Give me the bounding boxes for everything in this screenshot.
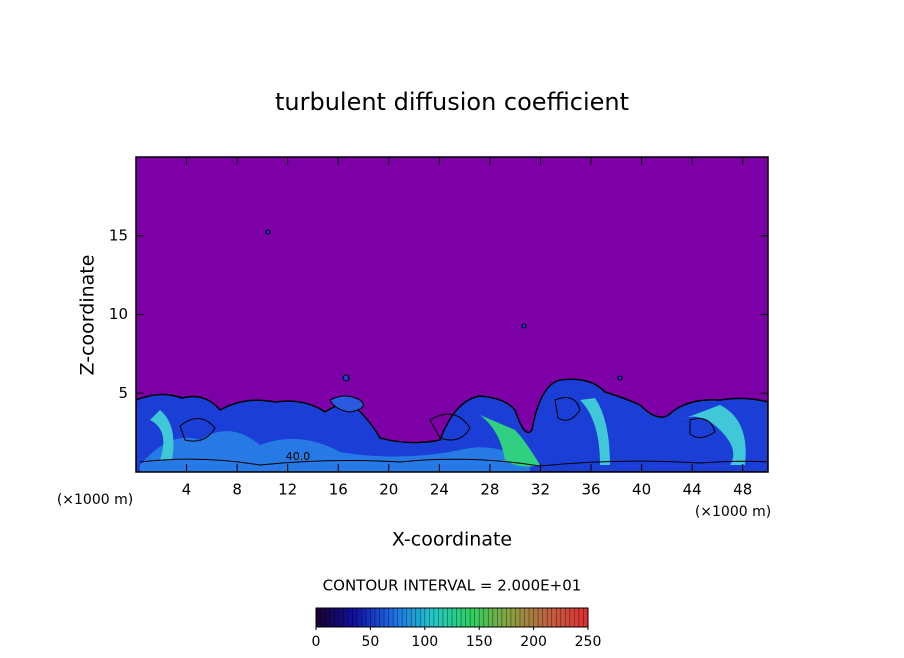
x-tick-label: 48 [733, 481, 752, 499]
turbulence-layer: 40.0 [136, 229, 768, 472]
y-axis-label: Z-coordinate [77, 255, 99, 376]
x-axis-label: X-coordinate [392, 529, 512, 551]
x-tick-label: 16 [329, 481, 348, 499]
x-tick-label: 40 [632, 481, 651, 499]
y-unit: (×1000 m) [57, 492, 133, 508]
turbulent-region [480, 415, 540, 467]
y-tick-label: 10 [109, 305, 128, 323]
x-tick-label: 4 [182, 481, 192, 499]
contour-line [179, 397, 716, 442]
colorbar-tick-label: 250 [575, 634, 602, 650]
speck [617, 375, 623, 381]
contour-interval: CONTOUR INTERVAL = 2.000E+01 [323, 577, 582, 595]
contour-line [139, 458, 768, 467]
colorbar-tick-label: 0 [312, 634, 321, 650]
chart-title: turbulent diffusion coefficient [275, 88, 629, 116]
contour-line [329, 395, 364, 413]
x-tick-label: 12 [278, 481, 297, 499]
x-tick-label: 36 [581, 481, 600, 499]
contour-label: 40.0 [286, 450, 311, 463]
y-tick-label: 15 [109, 226, 128, 244]
speck [265, 229, 271, 235]
x-unit: (×1000 m) [695, 504, 771, 520]
colorbar-tick-label: 50 [361, 634, 379, 650]
speck [342, 374, 350, 382]
x-tick-label: 28 [480, 481, 499, 499]
colorbar-tick-label: 100 [411, 634, 438, 650]
x-tick-label: 32 [531, 481, 550, 499]
x-tick-label: 24 [430, 481, 449, 499]
x-tick-label: 8 [232, 481, 242, 499]
colorbar-tick-label: 200 [520, 634, 547, 650]
colorbar-tick-label: 150 [466, 634, 493, 650]
turbulent-region [150, 398, 746, 465]
x-tick-label: 20 [379, 481, 398, 499]
x-tick-label: 44 [683, 481, 702, 499]
speck [521, 323, 527, 329]
y-tick-label: 5 [118, 384, 128, 402]
